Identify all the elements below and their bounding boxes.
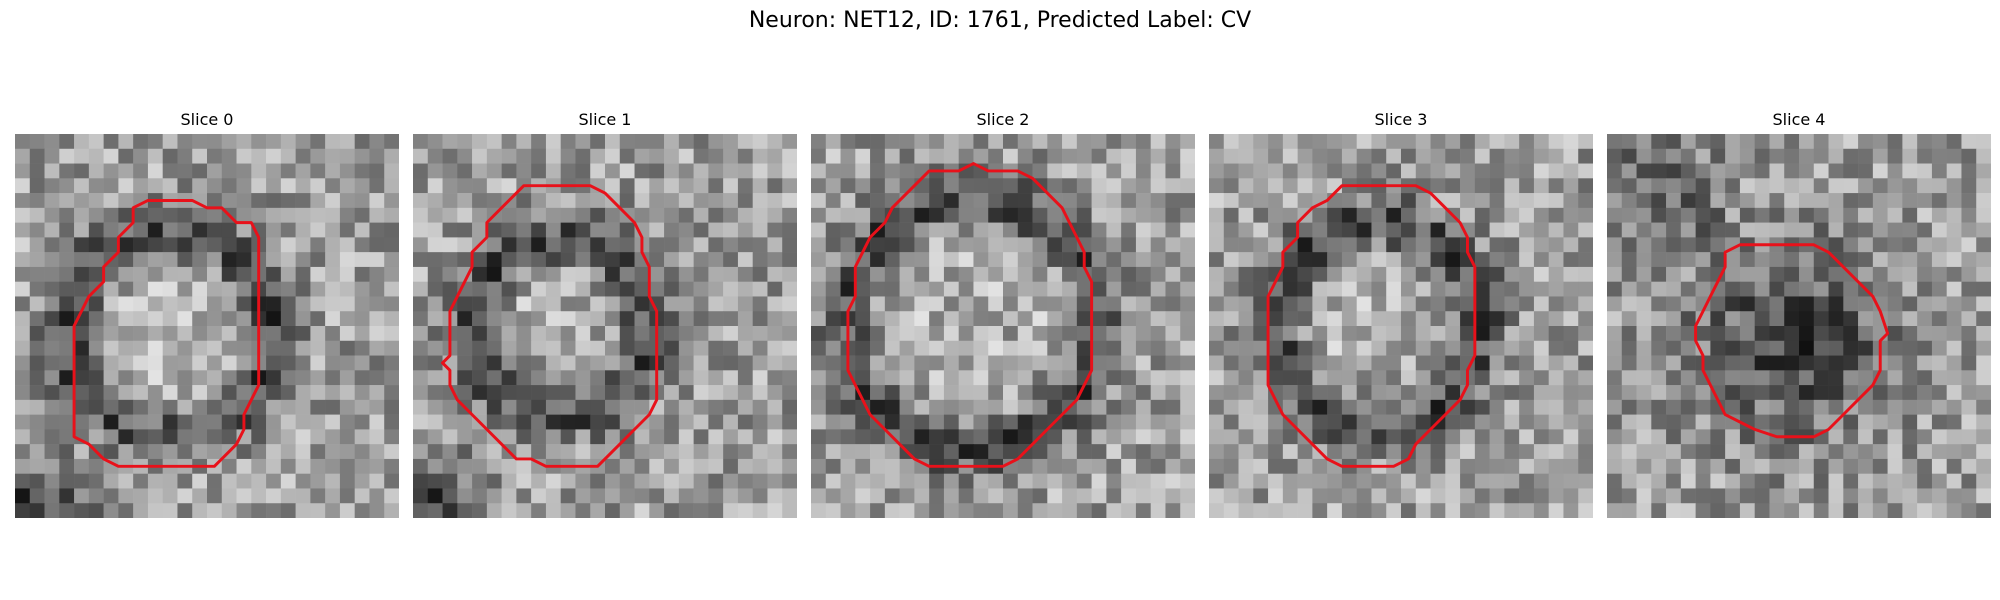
roi-contour	[72, 198, 261, 468]
slice-image-4	[1607, 134, 1991, 518]
slice-title: Slice 0	[180, 110, 234, 129]
roi-contour	[1266, 184, 1477, 468]
slice-image-3	[1209, 134, 1593, 518]
slice-title: Slice 3	[1374, 110, 1428, 129]
slice-panel-2: Slice 2	[811, 110, 1195, 518]
slice-image-1	[413, 134, 797, 518]
slice-panel-3: Slice 3	[1209, 110, 1593, 518]
slice-panel-4: Slice 4	[1607, 110, 1991, 518]
slice-title: Slice 1	[578, 110, 632, 129]
slice-image-0	[15, 134, 399, 518]
roi-contour	[846, 162, 1094, 468]
slice-title: Slice 4	[1772, 110, 1826, 129]
slice-panel-0: Slice 0	[15, 110, 399, 518]
figure-title: Neuron: NET12, ID: 1761, Predicted Label…	[748, 8, 1252, 33]
slice-panel-1: Slice 1	[413, 110, 797, 518]
roi-contour	[441, 184, 659, 468]
slice-image-2	[811, 134, 1195, 518]
roi-contour	[1694, 243, 1890, 439]
slice-title: Slice 2	[976, 110, 1030, 129]
